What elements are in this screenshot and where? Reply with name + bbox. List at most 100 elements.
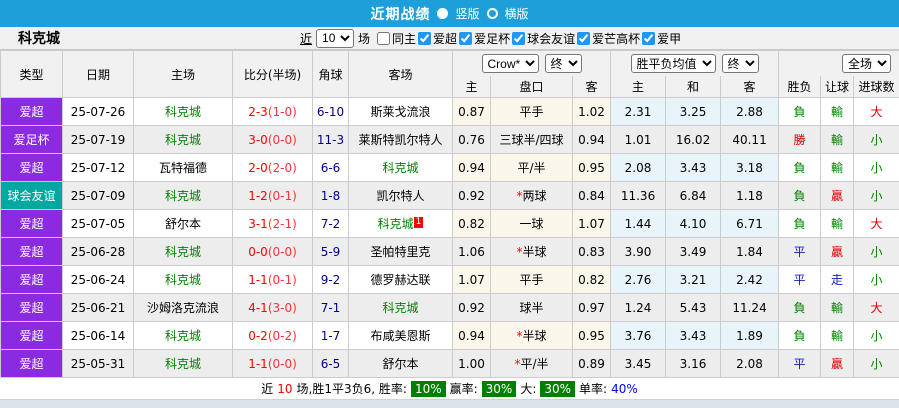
- home-team-cell[interactable]: 科克城: [134, 238, 233, 266]
- team-name-text[interactable]: 斯莱戈流浪: [370, 105, 430, 119]
- home-team-cell[interactable]: 科克城: [134, 126, 233, 154]
- away-team-cell[interactable]: 科克城: [349, 294, 453, 322]
- team-name-text[interactable]: 舒尔本: [165, 217, 201, 231]
- league-checkbox-爱超[interactable]: [418, 32, 431, 45]
- away-team-badge: 1: [414, 217, 424, 228]
- home-team-cell[interactable]: 科克城: [134, 182, 233, 210]
- team-name-text[interactable]: 布咸美恩斯: [370, 329, 430, 343]
- league-checkbox-爱甲[interactable]: [642, 32, 655, 45]
- crown-away-odds-cell: 0.83: [573, 238, 611, 266]
- home-team-cell[interactable]: 科克城: [134, 350, 233, 378]
- home-team-cell[interactable]: 沙姆洛克流浪: [134, 294, 233, 322]
- team-name-text[interactable]: 科克城: [165, 105, 201, 119]
- mean-draw-cell: 3.16: [666, 350, 721, 378]
- bookmaker-select[interactable]: Crow*: [482, 54, 539, 73]
- wdl-result-cell: 負: [779, 98, 821, 126]
- team-name-text[interactable]: 科克城: [165, 245, 201, 259]
- match-type-cell: 爱足杯: [1, 126, 63, 154]
- half-score: (2-0): [268, 161, 297, 175]
- mean-away-cell: 40.11: [721, 126, 779, 154]
- handicap-result-cell: 贏: [821, 350, 854, 378]
- team-name-text[interactable]: 科克城: [382, 161, 418, 175]
- team-name-text[interactable]: 科克城: [165, 329, 201, 343]
- crown-away-odds-cell: 1.02: [573, 98, 611, 126]
- team-name-text[interactable]: 圣帕特里克: [370, 245, 430, 259]
- mean-away-cell: 2.88: [721, 98, 779, 126]
- recent-suffix-label: 场: [358, 30, 370, 47]
- match-type-cell: 爱超: [1, 322, 63, 350]
- crown-home-odds-cell: 0.76: [453, 126, 491, 154]
- mean-period-select[interactable]: 终: [722, 54, 759, 73]
- team-name-text[interactable]: 莱斯特凯尔特人: [358, 133, 442, 147]
- full-score: 4-1: [248, 301, 268, 315]
- team-name-text[interactable]: 科克城: [382, 301, 418, 315]
- corner-cell: 1-7: [313, 322, 349, 350]
- half-score: (0-2): [268, 329, 297, 343]
- summary-text: 场,胜1平3负6, 胜率:: [297, 380, 407, 397]
- match-type-cell: 爱超: [1, 98, 63, 126]
- layout-radio-vertical-label[interactable]: 竖版: [455, 5, 479, 22]
- team-name-text[interactable]: 科克城: [378, 217, 414, 231]
- league-label: 球会友谊: [527, 32, 575, 46]
- home-team-cell[interactable]: 瓦特福德: [134, 154, 233, 182]
- score-cell: 0-2(0-2): [233, 322, 313, 350]
- league-checkbox-爱足杯[interactable]: [459, 32, 472, 45]
- away-team-cell[interactable]: 斯莱戈流浪: [349, 98, 453, 126]
- league-label: 爱超: [433, 32, 457, 46]
- date-cell: 25-07-05: [63, 210, 134, 238]
- team-name-text[interactable]: 科克城: [165, 357, 201, 371]
- mean-away-cell: 11.24: [721, 294, 779, 322]
- mean-away-cell: 1.18: [721, 182, 779, 210]
- team-name-text[interactable]: 科克城: [165, 133, 201, 147]
- header-goals: 进球数: [854, 76, 899, 98]
- league-checkbox-球会友谊[interactable]: [512, 32, 525, 45]
- corner-cell: 6-5: [313, 350, 349, 378]
- team-name-text[interactable]: 科克城: [165, 189, 201, 203]
- home-team-cell[interactable]: 科克城: [134, 266, 233, 294]
- team-name-text[interactable]: 瓦特福德: [159, 161, 207, 175]
- corner-cell: 9-2: [313, 266, 349, 294]
- away-team-cell[interactable]: 圣帕特里克: [349, 238, 453, 266]
- home-team-cell[interactable]: 舒尔本: [134, 210, 233, 238]
- half-score: (0-0): [268, 133, 297, 147]
- home-team-cell[interactable]: 科克城: [134, 322, 233, 350]
- team-name-text[interactable]: 凯尔特人: [376, 189, 424, 203]
- layout-radio-horizontal[interactable]: [487, 8, 498, 19]
- table-row: 爱超 25-07-12 瓦特福德 2-0(2-0) 6-6 科克城 0.94 平…: [1, 154, 899, 182]
- away-team-cell[interactable]: 凯尔特人: [349, 182, 453, 210]
- wdl-result-cell: 負: [779, 182, 821, 210]
- team-name-text[interactable]: 沙姆洛克流浪: [147, 301, 219, 315]
- away-team-cell[interactable]: 莱斯特凯尔特人: [349, 126, 453, 154]
- team-name-text[interactable]: 舒尔本: [382, 357, 418, 371]
- recent-link[interactable]: 近: [300, 30, 312, 47]
- team-name-text[interactable]: 德罗赫达联: [370, 273, 430, 287]
- layout-radio-vertical[interactable]: [437, 8, 448, 19]
- away-team-cell[interactable]: 科克城: [349, 154, 453, 182]
- mean-away-cell: 1.89: [721, 322, 779, 350]
- mean-type-select[interactable]: 胜平负均值: [631, 54, 716, 73]
- odds-period-select[interactable]: 终: [545, 54, 582, 73]
- crown-home-odds-cell: 0.87: [453, 98, 491, 126]
- handicap-cell: 平手: [491, 266, 573, 294]
- away-team-cell[interactable]: 舒尔本: [349, 350, 453, 378]
- same-home-label: 同主: [392, 30, 416, 47]
- full-score: 0-2: [248, 329, 268, 343]
- score-cell: 3-1(2-1): [233, 210, 313, 238]
- handicap-cell: 平手: [491, 98, 573, 126]
- team-name-text[interactable]: 科克城: [165, 273, 201, 287]
- same-home-checkbox[interactable]: [377, 32, 390, 45]
- away-team-cell[interactable]: 布咸美恩斯: [349, 322, 453, 350]
- recent-count-select[interactable]: 10: [316, 29, 354, 48]
- corner-cell: 6-6: [313, 154, 349, 182]
- handicap-result-cell: 輸: [821, 154, 854, 182]
- layout-radio-horizontal-label[interactable]: 横版: [505, 5, 529, 22]
- handicap-result-cell: 輸: [821, 294, 854, 322]
- filter-bar: 科克城 近 10 场 同主 爱超爱足杯球会友谊爱芒高杯爱甲: [0, 27, 899, 50]
- league-checkbox-爱芒高杯[interactable]: [577, 32, 590, 45]
- home-team-cell[interactable]: 科克城: [134, 98, 233, 126]
- scope-select[interactable]: 全场: [842, 54, 891, 73]
- date-cell: 25-06-24: [63, 266, 134, 294]
- mean-home-cell: 1.01: [611, 126, 666, 154]
- away-team-cell[interactable]: 德罗赫达联: [349, 266, 453, 294]
